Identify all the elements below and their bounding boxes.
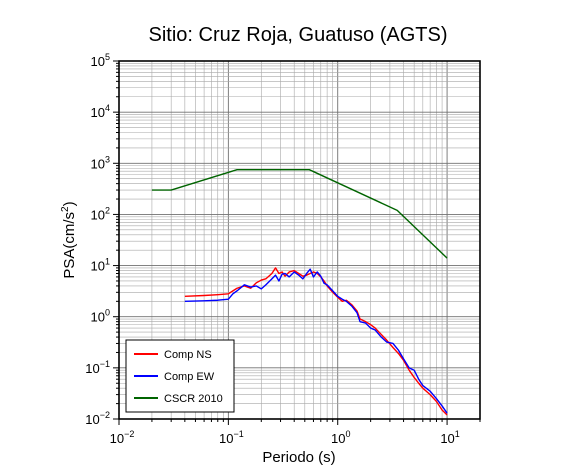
y-tick-label: 105 bbox=[91, 52, 110, 69]
y-axis-label-sup: 2 bbox=[60, 206, 71, 212]
series-line-2 bbox=[151, 168, 448, 259]
y-tick-label: 10−2 bbox=[85, 410, 110, 427]
y-tick-label: 103 bbox=[91, 154, 110, 171]
x-axis-label: Periodo (s) bbox=[262, 449, 335, 466]
x-tick-label: 101 bbox=[440, 429, 459, 446]
chart-title: Sitio: Cruz Roja, Guatuso (AGTS) bbox=[149, 24, 448, 46]
y-tick-label: 102 bbox=[91, 205, 110, 222]
x-tick-label: 10−2 bbox=[110, 429, 135, 446]
grid-lines bbox=[118, 60, 481, 420]
series-layer bbox=[151, 168, 448, 416]
y-tick-label: 104 bbox=[91, 103, 110, 120]
series-line-1 bbox=[184, 268, 448, 414]
y-tick-label: 100 bbox=[91, 308, 110, 325]
tick-marks bbox=[113, 60, 481, 425]
legend-label: Comp NS bbox=[164, 349, 212, 361]
y-axis-label-tail: ) bbox=[61, 201, 78, 206]
legend: Comp NS Comp EW CSCR 2010 bbox=[125, 339, 235, 413]
y-tick-labels: 10−2 10−1 100 101 102 103 104 105 bbox=[85, 52, 110, 427]
legend-label: CSCR 2010 bbox=[164, 393, 223, 405]
x-tick-labels: 10−2 10−1 100 101 bbox=[110, 429, 460, 446]
y-tick-label: 10−1 bbox=[85, 359, 110, 376]
legend-label: Comp EW bbox=[164, 371, 215, 383]
y-axis-label-main: PSA(cm/s bbox=[61, 212, 78, 279]
y-tick-label: 101 bbox=[91, 257, 110, 274]
x-tick-label: 10−1 bbox=[219, 429, 244, 446]
x-tick-label: 100 bbox=[331, 429, 350, 446]
plot-frame bbox=[118, 60, 481, 420]
y-axis-label: PSA(cm/s2) bbox=[60, 201, 78, 278]
